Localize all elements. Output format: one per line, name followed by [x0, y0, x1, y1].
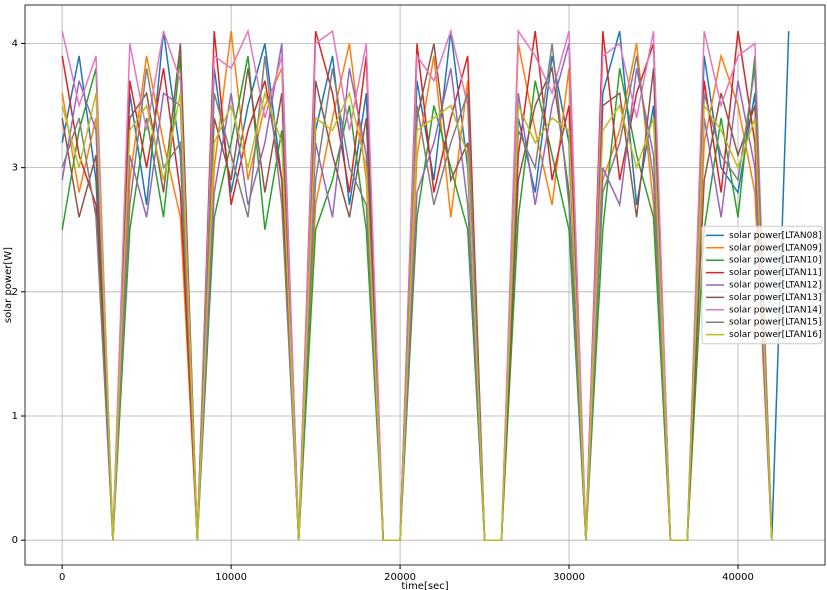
legend-label: solar power[LTAN08] [729, 231, 822, 241]
legend-label: solar power[LTAN14] [729, 305, 822, 315]
legend-label: solar power[LTAN11] [729, 268, 822, 278]
legend-label: solar power[LTAN10] [729, 256, 822, 266]
legend-label: solar power[LTAN16] [729, 330, 822, 340]
y-tick-label: 4 [12, 38, 18, 49]
legend-label: solar power[LTAN15] [729, 318, 822, 328]
legend-box [701, 225, 823, 345]
x-tick-label: 20000 [384, 572, 416, 583]
legend-label: solar power[LTAN13] [729, 293, 822, 303]
series-line [61, 43, 773, 541]
series-line [61, 31, 773, 541]
y-tick-label: 2 [12, 287, 18, 298]
legend: solar power[LTAN08] solar power[LTAN09] so… [701, 225, 823, 345]
series-line [61, 28, 773, 541]
plot-frame [24, 4, 826, 566]
x-tick-label: 30000 [553, 572, 585, 583]
y-tick-label: 0 [12, 535, 18, 546]
series-line [61, 90, 773, 541]
x-tick-label: 40000 [722, 572, 754, 583]
y-tick-label: 3 [12, 163, 18, 174]
legend-label: solar power[LTAN12] [729, 281, 822, 291]
y-tick-label: 1 [12, 411, 18, 422]
legend-label: solar power[LTAN09] [729, 243, 822, 253]
x-tick-label: 0 [59, 572, 65, 583]
y-axis-label: solar power[W] [3, 247, 14, 323]
x-axis-label: time[sec] [401, 581, 448, 590]
x-tick-label: 10000 [215, 572, 247, 583]
